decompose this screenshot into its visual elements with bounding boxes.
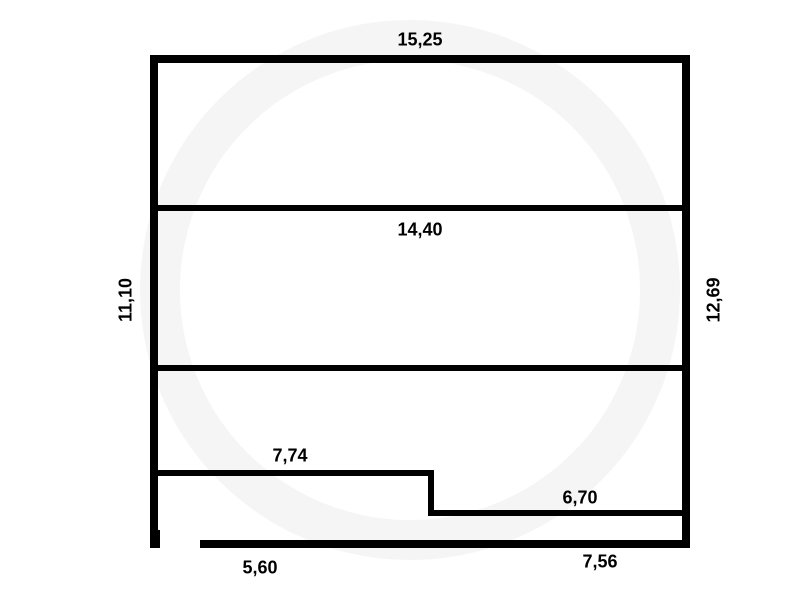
wall-outer-bottom-right bbox=[428, 540, 690, 548]
wall-notch-mid bbox=[428, 510, 690, 516]
watermark-circle bbox=[140, 20, 680, 560]
wall-outer-top bbox=[150, 55, 690, 63]
dim-bottom-left: 5,60 bbox=[242, 558, 277, 579]
dim-top: 15,25 bbox=[397, 30, 442, 51]
wall-outer-left bbox=[150, 55, 158, 478]
wall-outer-left-lower bbox=[150, 470, 158, 548]
wall-inner-1 bbox=[150, 205, 690, 211]
wall-inner-2 bbox=[150, 365, 690, 371]
dim-left: 11,10 bbox=[116, 278, 137, 322]
wall-outer-bottom-left-main bbox=[200, 540, 434, 548]
dim-notch-right-upper: 6,70 bbox=[562, 488, 597, 509]
floor-plan-canvas: 15,25 11,10 12,69 14,40 7,74 6,70 7,56 5… bbox=[0, 0, 800, 600]
dim-notch-right-lower: 7,56 bbox=[582, 552, 617, 573]
dim-mid: 14,40 bbox=[397, 220, 442, 241]
dim-right: 12,69 bbox=[704, 277, 725, 322]
wall-outer-right bbox=[682, 55, 690, 548]
dim-notch-top: 7,74 bbox=[272, 446, 307, 467]
wall-notch-top bbox=[150, 470, 434, 476]
